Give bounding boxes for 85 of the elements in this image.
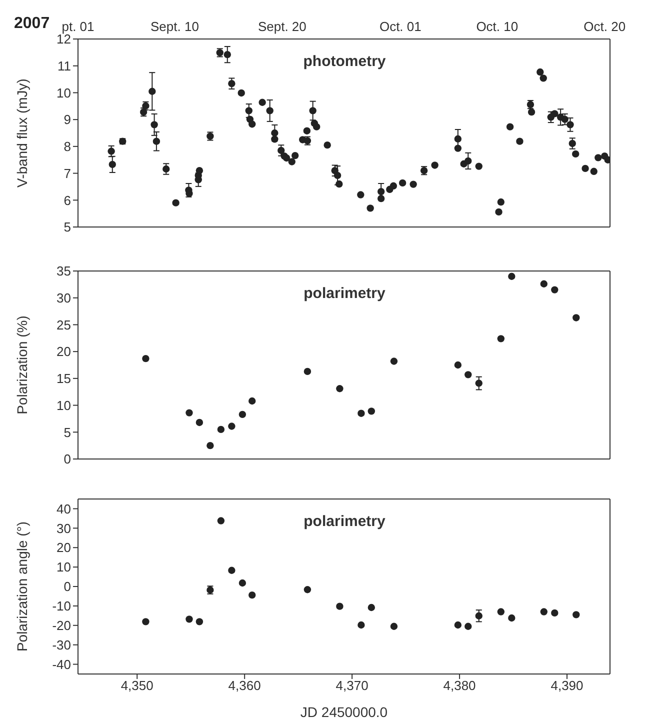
annotation: polarimetry: [302, 513, 386, 530]
x2-tick-label: Oct. 01: [379, 19, 422, 34]
point: [508, 272, 516, 280]
point: [304, 586, 312, 594]
point: [454, 621, 462, 629]
y-tick-label: -20: [52, 618, 71, 634]
y-tick-label: 10: [56, 398, 71, 413]
y-tick-label: 35: [56, 264, 71, 279]
point: [358, 410, 365, 417]
x2-tick-label: Oct. 10: [476, 19, 518, 34]
point: [475, 380, 482, 387]
y-tick-label: 25: [56, 317, 71, 332]
x2-tick-label: Oct. 20: [584, 19, 626, 34]
point: [196, 618, 204, 626]
x2-tick-label: Sept. 10: [150, 19, 199, 34]
y-tick-label: 10: [56, 85, 71, 100]
x2-tick-label: pt. 01: [62, 19, 94, 34]
point: [551, 286, 558, 294]
point: [186, 409, 193, 416]
y-tick-label: 15: [56, 371, 71, 386]
point: [540, 280, 548, 288]
y-tick-label: 8: [64, 139, 71, 154]
y-tick-label: 11: [58, 58, 71, 74]
annotation: polarimetry: [302, 285, 386, 302]
point: [217, 517, 225, 524]
point: [572, 314, 580, 322]
y-tick-label: 6: [64, 192, 71, 208]
x-tick-label: 4,360: [228, 678, 261, 694]
point: [390, 622, 398, 630]
point: [248, 591, 256, 599]
point: [206, 442, 214, 450]
point: [497, 335, 505, 342]
y-tick-label: 0: [64, 579, 71, 594]
point: [497, 608, 505, 616]
y-tick-label: 20: [56, 344, 71, 360]
y-tick-label: -10: [52, 598, 71, 614]
point: [572, 611, 580, 618]
y-tick-label: 9: [64, 112, 71, 128]
point: [390, 358, 398, 365]
y-axis-title: V-band flux (mJy): [14, 78, 30, 188]
point: [238, 579, 246, 587]
point: [228, 422, 236, 430]
y-tick-label: 20: [56, 540, 71, 556]
annotation: photometry: [302, 53, 387, 70]
y-tick-label: 12: [56, 32, 71, 47]
point: [540, 608, 548, 616]
point: [142, 354, 150, 362]
point: [248, 397, 256, 405]
point: [368, 604, 376, 612]
point: [217, 426, 225, 434]
x2-tick-label: Sept. 20: [258, 19, 306, 34]
point: [358, 621, 365, 629]
y-axis-title: Polarization (%): [14, 316, 30, 414]
point: [238, 410, 246, 418]
point: [368, 408, 376, 415]
x-tick-label: 4,350: [120, 678, 154, 694]
point: [475, 612, 482, 620]
y-tick-label: 0: [64, 452, 71, 467]
point: [304, 368, 312, 376]
point: [196, 418, 204, 426]
point: [464, 622, 472, 630]
y-tick-label: -40: [52, 656, 71, 672]
x-tick-label: 4,370: [336, 678, 368, 694]
x-tick-label: 4,380: [443, 678, 476, 694]
y-tick-label: 5: [64, 424, 71, 440]
y-tick-label: 40: [56, 501, 71, 516]
point: [142, 618, 150, 626]
point: [551, 609, 558, 617]
y-axis-title: Polarization angle (°): [14, 521, 30, 652]
y-tick-label: 30: [56, 520, 71, 536]
point: [464, 371, 472, 378]
point: [336, 602, 344, 610]
y-tick-label: 7: [64, 166, 71, 181]
y-tick-label: 30: [56, 290, 71, 306]
y-tick-label: 5: [64, 220, 71, 235]
x-axis-title: JD 2450000.0: [300, 704, 388, 720]
point: [186, 616, 193, 623]
point: [336, 385, 344, 392]
x-tick-label: 4,390: [550, 678, 584, 694]
point: [454, 361, 462, 369]
y-tick-label: 10: [56, 560, 71, 575]
x2-axis-title: 2007: [14, 15, 50, 33]
y-tick-label: -30: [52, 637, 71, 652]
point: [228, 566, 236, 574]
point: [508, 614, 516, 622]
